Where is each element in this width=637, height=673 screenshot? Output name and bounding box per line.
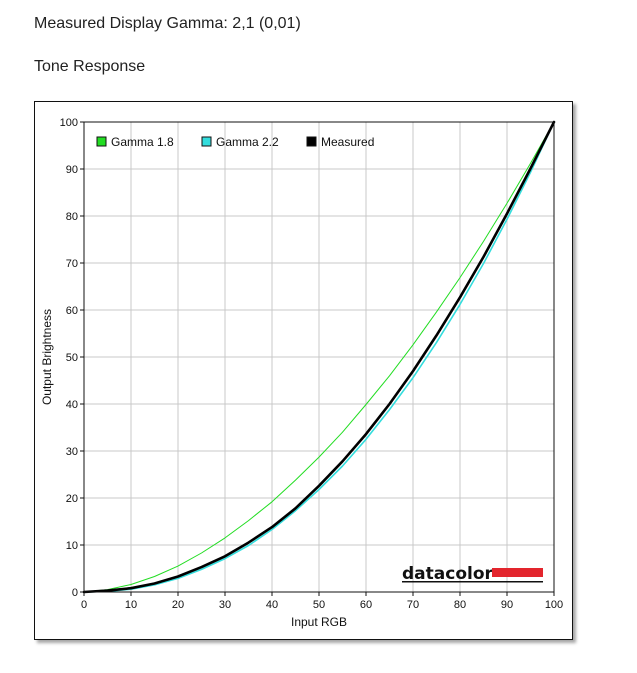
plot-frame: [83, 121, 555, 593]
legend-swatch-gamma-1-8: [96, 136, 107, 147]
grid-lines: [84, 122, 554, 592]
y-tick-label: 30: [66, 446, 78, 458]
x-tick-label: 90: [501, 599, 513, 611]
y-tick-label: 0: [72, 587, 78, 599]
tone-response-chart: 0 10 20 30 40 50 60 70 80 90 100 0 10 20 30 40 50 60 70 80…: [40, 117, 563, 629]
x-tick-label: 50: [313, 599, 325, 611]
x-axis-label: Input RGB: [291, 615, 347, 629]
y-tick-label: 50: [66, 352, 78, 364]
tone-response-title: Tone Response: [34, 58, 146, 75]
y-tick-label: 60: [66, 305, 78, 317]
y-tick-label: 100: [60, 117, 78, 129]
tone-response-chart-panel: 0 10 20 30 40 50 60 70 80 90 100 0 10 20 30 40 50 60 70 80…: [34, 101, 573, 640]
y-tick-label: 70: [66, 258, 78, 270]
series-line-gamma-2-2: [83, 121, 555, 593]
x-tick-label: 100: [545, 599, 563, 611]
legend-label-gamma-2-2: Gamma 2.2: [216, 135, 279, 149]
datacolor-underline: [402, 581, 543, 583]
x-tick-label: 20: [172, 599, 184, 611]
measured-gamma-heading: Measured Display Gamma: 2,1 (0,01): [34, 15, 301, 32]
y-tick-label: 40: [66, 399, 78, 411]
legend: Gamma 1.8 Gamma 2.2 Measured: [96, 135, 374, 149]
y-tick-label: 80: [66, 211, 78, 223]
x-tick-label: 80: [454, 599, 466, 611]
y-tick-label: 90: [66, 164, 78, 176]
y-tick-label: 20: [66, 493, 78, 505]
y-axis-label: Output Brightness: [40, 309, 54, 405]
y-tick-labels: 0 10 20 30 40 50 60 70 80 90 100: [60, 117, 78, 599]
series-line-measured: [82, 120, 556, 594]
tick-marks: [80, 121, 555, 596]
y-tick-label: 10: [66, 540, 78, 552]
x-tick-label: 10: [125, 599, 137, 611]
datacolor-logo: datacolor: [402, 564, 543, 584]
datacolor-wordmark: datacolor: [402, 564, 494, 584]
x-tick-label: 70: [407, 599, 419, 611]
x-tick-label: 40: [266, 599, 278, 611]
x-tick-label: 30: [219, 599, 231, 611]
x-tick-labels: 0 10 20 30 40 50 60 70 80 90 100: [81, 599, 563, 611]
x-tick-label: 60: [360, 599, 372, 611]
legend-swatch-measured: [306, 136, 317, 147]
series-lines: [82, 120, 556, 594]
legend-swatch-gamma-2-2: [201, 136, 212, 147]
legend-label-gamma-1-8: Gamma 1.8: [111, 135, 174, 149]
x-tick-label: 0: [81, 599, 87, 611]
datacolor-red-bar: [492, 568, 543, 577]
series-line-gamma-1-8: [83, 121, 555, 593]
legend-label-measured: Measured: [321, 135, 374, 149]
